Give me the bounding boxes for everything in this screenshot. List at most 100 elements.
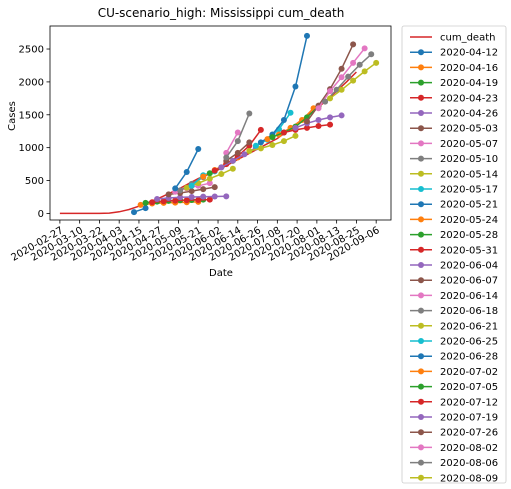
legend-label: 2020-07-12 [440, 397, 498, 408]
legend-label: 2020-05-03 [440, 124, 498, 135]
data-point [165, 191, 172, 198]
legend-marker [418, 64, 424, 71]
legend-label: 2020-06-25 [440, 337, 498, 348]
data-point [280, 138, 287, 145]
legend-marker [418, 368, 424, 375]
data-point [338, 74, 345, 81]
data-point [223, 193, 230, 200]
legend-label: 2020-07-26 [440, 428, 498, 439]
data-point [292, 132, 299, 139]
series-2020-06-14 [223, 129, 241, 156]
data-point [315, 122, 322, 129]
legend-label: 2020-06-18 [440, 306, 498, 317]
data-point [373, 59, 380, 66]
series-2020-06-07 [223, 139, 253, 164]
legend-marker [418, 444, 424, 451]
series-2020-06-18 [223, 110, 253, 161]
data-point [177, 187, 184, 194]
data-point [211, 184, 218, 191]
legend-marker [418, 246, 424, 253]
data-point [131, 209, 138, 216]
data-point [338, 112, 345, 119]
data-point [195, 145, 202, 152]
legend-marker [418, 155, 424, 162]
legend-label: 2020-05-10 [440, 154, 498, 165]
legend-marker [418, 110, 424, 116]
legend-frame [401, 25, 507, 484]
data-point [200, 193, 207, 200]
series-2020-04-26 [154, 193, 230, 202]
data-point [257, 139, 264, 146]
data-point [327, 95, 334, 102]
data-point [257, 145, 264, 152]
data-point [154, 195, 161, 202]
legend-marker [418, 231, 424, 238]
data-point [246, 110, 253, 117]
legend-label: 2020-04-16 [440, 63, 498, 74]
data-point [234, 129, 241, 136]
legend-label: 2020-05-31 [440, 245, 498, 256]
x-axis-label: Date [209, 268, 233, 279]
data-point [177, 194, 184, 201]
legend-label: 2020-08-02 [440, 443, 498, 454]
legend-marker [418, 277, 424, 284]
data-point [206, 180, 213, 187]
legend-label: 2020-08-06 [440, 458, 498, 469]
legend-label: 2020-06-14 [440, 291, 498, 302]
legend-marker [418, 94, 424, 101]
legend-label: cum_death [440, 33, 495, 44]
legend-marker [418, 49, 424, 56]
data-point [223, 154, 230, 161]
series-2020-04-23 [149, 196, 213, 206]
series-cum_death [59, 71, 357, 215]
data-point [338, 86, 345, 93]
data-point [280, 117, 287, 124]
legend-marker [418, 338, 424, 344]
legend-label: 2020-06-21 [440, 321, 498, 332]
series-2020-05-21 [172, 145, 202, 192]
data-point [345, 73, 352, 80]
data-point [229, 165, 236, 172]
legend-marker [418, 474, 424, 481]
data-point [292, 124, 299, 131]
legend-label: 2020-04-12 [440, 48, 498, 59]
data-point [241, 151, 248, 158]
data-point [252, 142, 259, 149]
legend-label: 2020-07-02 [440, 367, 498, 378]
data-point [234, 149, 241, 156]
data-point [292, 83, 299, 90]
y-tick-label: 500 [25, 176, 44, 187]
data-point [350, 41, 357, 48]
legend-marker [418, 201, 424, 208]
series-2020-07-12 [280, 121, 334, 136]
legend-marker [418, 459, 424, 466]
series-2020-04-12 [131, 205, 149, 216]
data-point [333, 86, 340, 93]
legend-marker [418, 170, 424, 177]
data-point [361, 68, 368, 75]
data-point [183, 168, 190, 175]
y-axis-label: Cases [7, 101, 18, 131]
chart-title: CU-scenario_high: Mississippi cum_death [98, 6, 345, 20]
data-point [303, 124, 310, 131]
legend-marker [418, 307, 424, 314]
data-point [327, 114, 334, 121]
data-point [269, 142, 276, 149]
legend-marker [418, 292, 424, 299]
legend-marker [418, 429, 424, 436]
series-line [225, 132, 239, 154]
data-point [188, 182, 195, 189]
legend-label: 2020-07-19 [440, 413, 498, 424]
series-layer [59, 32, 380, 216]
data-point [327, 121, 334, 128]
data-point [142, 205, 149, 212]
y-tick-label: 2000 [19, 77, 44, 88]
data-point [200, 186, 207, 193]
data-point [172, 185, 179, 192]
series-2020-08-06 [322, 51, 375, 105]
legend-label: 2020-05-17 [440, 185, 498, 196]
legend-label: 2020-05-21 [440, 200, 498, 211]
data-point [280, 129, 287, 136]
data-point [350, 59, 357, 66]
series-line [59, 71, 357, 215]
